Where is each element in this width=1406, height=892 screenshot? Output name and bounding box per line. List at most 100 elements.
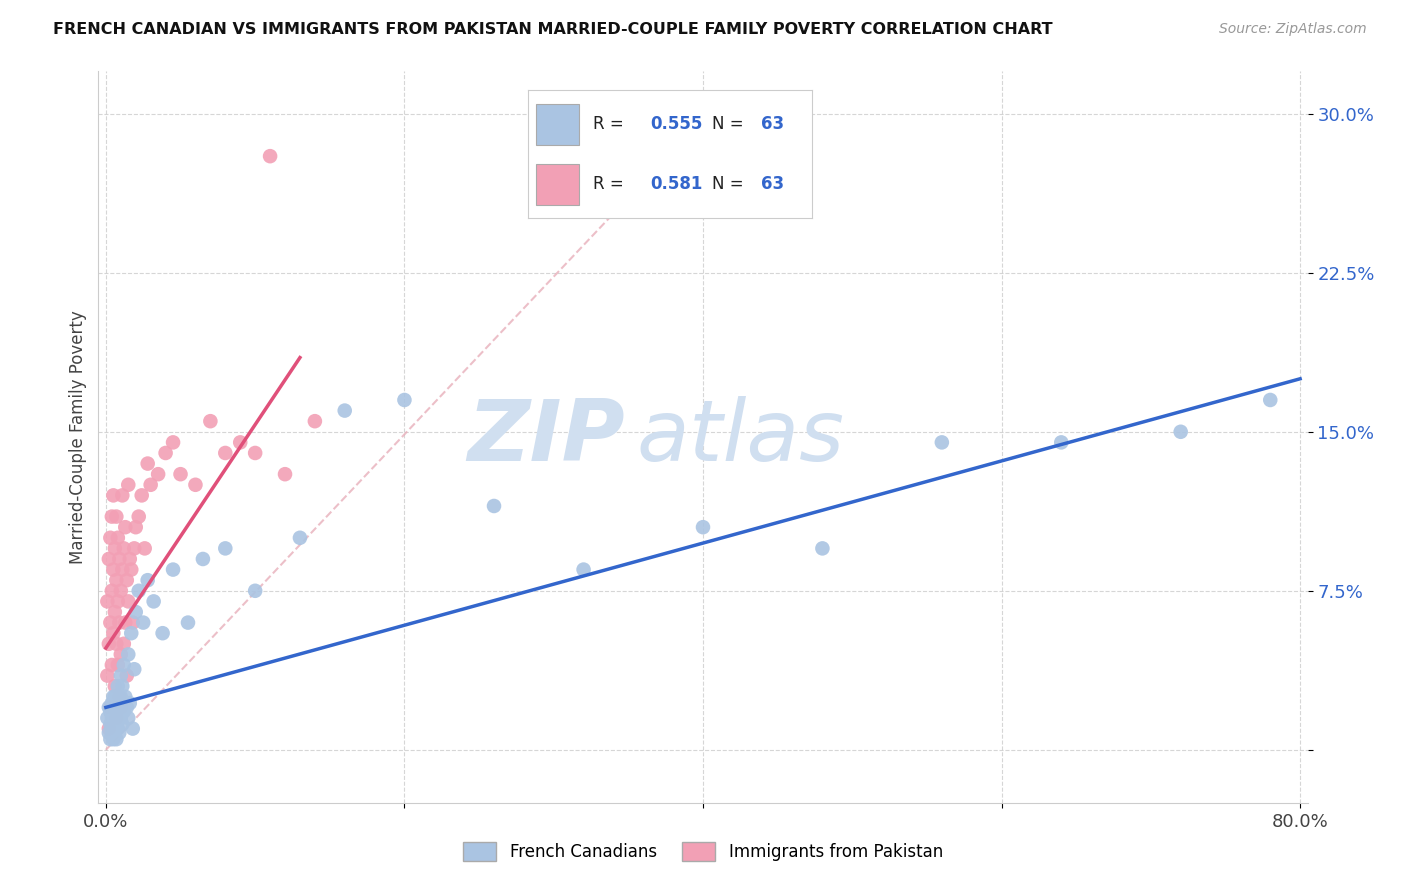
Point xyxy=(162,563,184,577)
Point xyxy=(118,552,141,566)
Text: ZIP: ZIP xyxy=(467,395,624,479)
Point xyxy=(121,615,143,630)
Point xyxy=(152,626,174,640)
Point xyxy=(122,541,145,556)
Point xyxy=(125,520,148,534)
Point xyxy=(162,435,184,450)
Point xyxy=(155,446,177,460)
Legend: French Canadians, Immigrants from Pakistan: French Canadians, Immigrants from Pakist… xyxy=(457,835,949,868)
Point xyxy=(117,477,139,491)
Point xyxy=(105,637,128,651)
Point xyxy=(692,520,714,534)
Point xyxy=(98,717,121,731)
Text: FRENCH CANADIAN VS IMMIGRANTS FROM PAKISTAN MARRIED-COUPLE FAMILY POVERTY CORREL: FRENCH CANADIAN VS IMMIGRANTS FROM PAKIS… xyxy=(53,22,1053,37)
Point xyxy=(122,662,145,676)
Point xyxy=(259,149,281,163)
Point xyxy=(110,668,132,682)
Point xyxy=(101,726,124,740)
Point xyxy=(105,711,128,725)
Point xyxy=(97,726,120,740)
Text: Source: ZipAtlas.com: Source: ZipAtlas.com xyxy=(1219,22,1367,37)
Point xyxy=(105,732,128,747)
Point xyxy=(98,531,121,545)
Point xyxy=(96,594,118,608)
Point xyxy=(110,690,132,704)
Point xyxy=(111,563,134,577)
Point xyxy=(115,668,138,682)
Point xyxy=(931,435,953,450)
Point xyxy=(107,679,129,693)
Point xyxy=(110,648,132,662)
Point xyxy=(1258,392,1281,407)
Point xyxy=(101,711,124,725)
Point xyxy=(136,457,159,471)
Point xyxy=(108,700,131,714)
Y-axis label: Married-Couple Family Poverty: Married-Couple Family Poverty xyxy=(69,310,87,564)
Point xyxy=(243,446,266,460)
Point xyxy=(110,700,132,714)
Point xyxy=(572,563,595,577)
Point xyxy=(108,552,131,566)
Point xyxy=(105,696,128,710)
Point xyxy=(134,541,156,556)
Point xyxy=(107,531,129,545)
Point xyxy=(482,499,505,513)
Point xyxy=(108,726,131,740)
Point xyxy=(112,705,135,719)
Point xyxy=(115,573,138,587)
Point xyxy=(103,722,125,736)
Point xyxy=(125,605,148,619)
Point xyxy=(214,541,236,556)
Point xyxy=(103,626,125,640)
Point xyxy=(107,705,129,719)
Point xyxy=(200,414,222,428)
Point xyxy=(97,552,120,566)
Point xyxy=(112,637,135,651)
Point xyxy=(177,615,200,630)
Point xyxy=(136,573,159,587)
Point xyxy=(811,541,834,556)
Point xyxy=(108,690,131,704)
Point xyxy=(103,563,125,577)
Point xyxy=(105,509,128,524)
Point xyxy=(191,552,214,566)
Point xyxy=(146,467,169,482)
Point xyxy=(120,626,142,640)
Point xyxy=(103,488,125,502)
Point xyxy=(243,583,266,598)
Point xyxy=(107,594,129,608)
Point xyxy=(128,583,150,598)
Point xyxy=(98,705,121,719)
Point xyxy=(96,668,118,682)
Point xyxy=(169,467,191,482)
Point xyxy=(288,531,311,545)
Point xyxy=(111,488,134,502)
Point xyxy=(131,488,153,502)
Point xyxy=(139,477,162,491)
Point xyxy=(104,679,127,693)
Point xyxy=(107,658,129,673)
Point xyxy=(107,722,129,736)
Point xyxy=(104,726,127,740)
Point xyxy=(118,696,141,710)
Point xyxy=(103,700,125,714)
Point xyxy=(114,690,136,704)
Point xyxy=(105,573,128,587)
Point xyxy=(111,679,134,693)
Point xyxy=(333,403,356,417)
Point xyxy=(104,700,127,714)
Point xyxy=(1170,425,1192,439)
Point xyxy=(101,658,124,673)
Point xyxy=(104,541,127,556)
Point xyxy=(121,722,143,736)
Point xyxy=(184,477,207,491)
Point xyxy=(98,732,121,747)
Point xyxy=(97,700,120,714)
Point xyxy=(98,700,121,714)
Point xyxy=(101,696,124,710)
Point xyxy=(114,615,136,630)
Point xyxy=(104,690,127,704)
Point xyxy=(104,717,127,731)
Point xyxy=(132,615,155,630)
Point xyxy=(111,717,134,731)
